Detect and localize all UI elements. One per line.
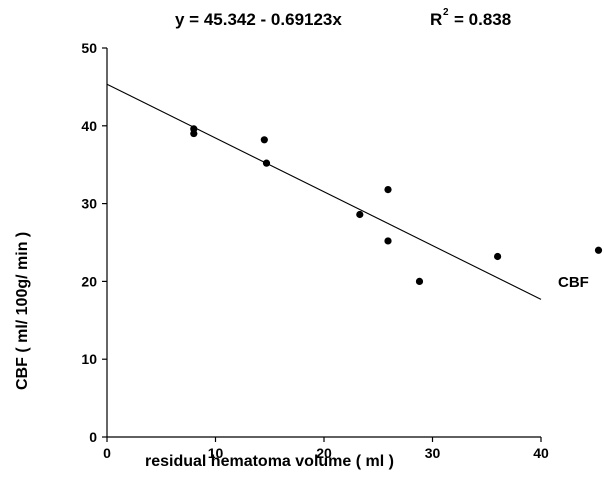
data-point <box>415 277 424 285</box>
data-point <box>384 237 392 245</box>
x-tick-label: 0 <box>103 445 111 461</box>
data-point <box>262 159 271 167</box>
x-tick-label: 20 <box>316 445 332 461</box>
data-point <box>260 136 268 144</box>
y-tick-label: 30 <box>81 196 97 212</box>
x-tick-label: 10 <box>208 445 224 461</box>
data-point <box>190 129 198 138</box>
y-tick-label: 20 <box>81 273 97 289</box>
data-point <box>384 185 392 194</box>
x-axis-title: residual hematoma volume ( ml ) <box>145 453 394 470</box>
chart-title-equation: y = 45.342 - 0.69123x <box>175 10 342 29</box>
y-tick-label: 40 <box>81 118 97 134</box>
y-tick-label: 0 <box>89 429 97 445</box>
y-tick-label: 50 <box>81 40 97 56</box>
y-axis-title: CBF ( ml/ 100g/ min ) <box>14 232 31 390</box>
regression-line <box>106 83 542 300</box>
chart-title-r2-value: = 0.838 <box>454 10 511 29</box>
data-points <box>190 125 603 285</box>
series-annotation: CBF <box>558 274 589 291</box>
data-point <box>356 210 364 219</box>
x-tick-label: 40 <box>533 445 549 461</box>
y-tick-label: 10 <box>81 351 97 367</box>
data-point <box>494 252 502 261</box>
chart-title-r2-label: R <box>430 10 442 29</box>
x-axis-ticks: 0 10 20 30 40 <box>103 437 549 461</box>
data-point <box>594 246 603 254</box>
chart-title-r2-superscript: 2 <box>443 7 449 18</box>
y-axis-ticks: 0 10 20 30 40 50 <box>81 40 107 445</box>
x-tick-label: 30 <box>425 445 441 461</box>
